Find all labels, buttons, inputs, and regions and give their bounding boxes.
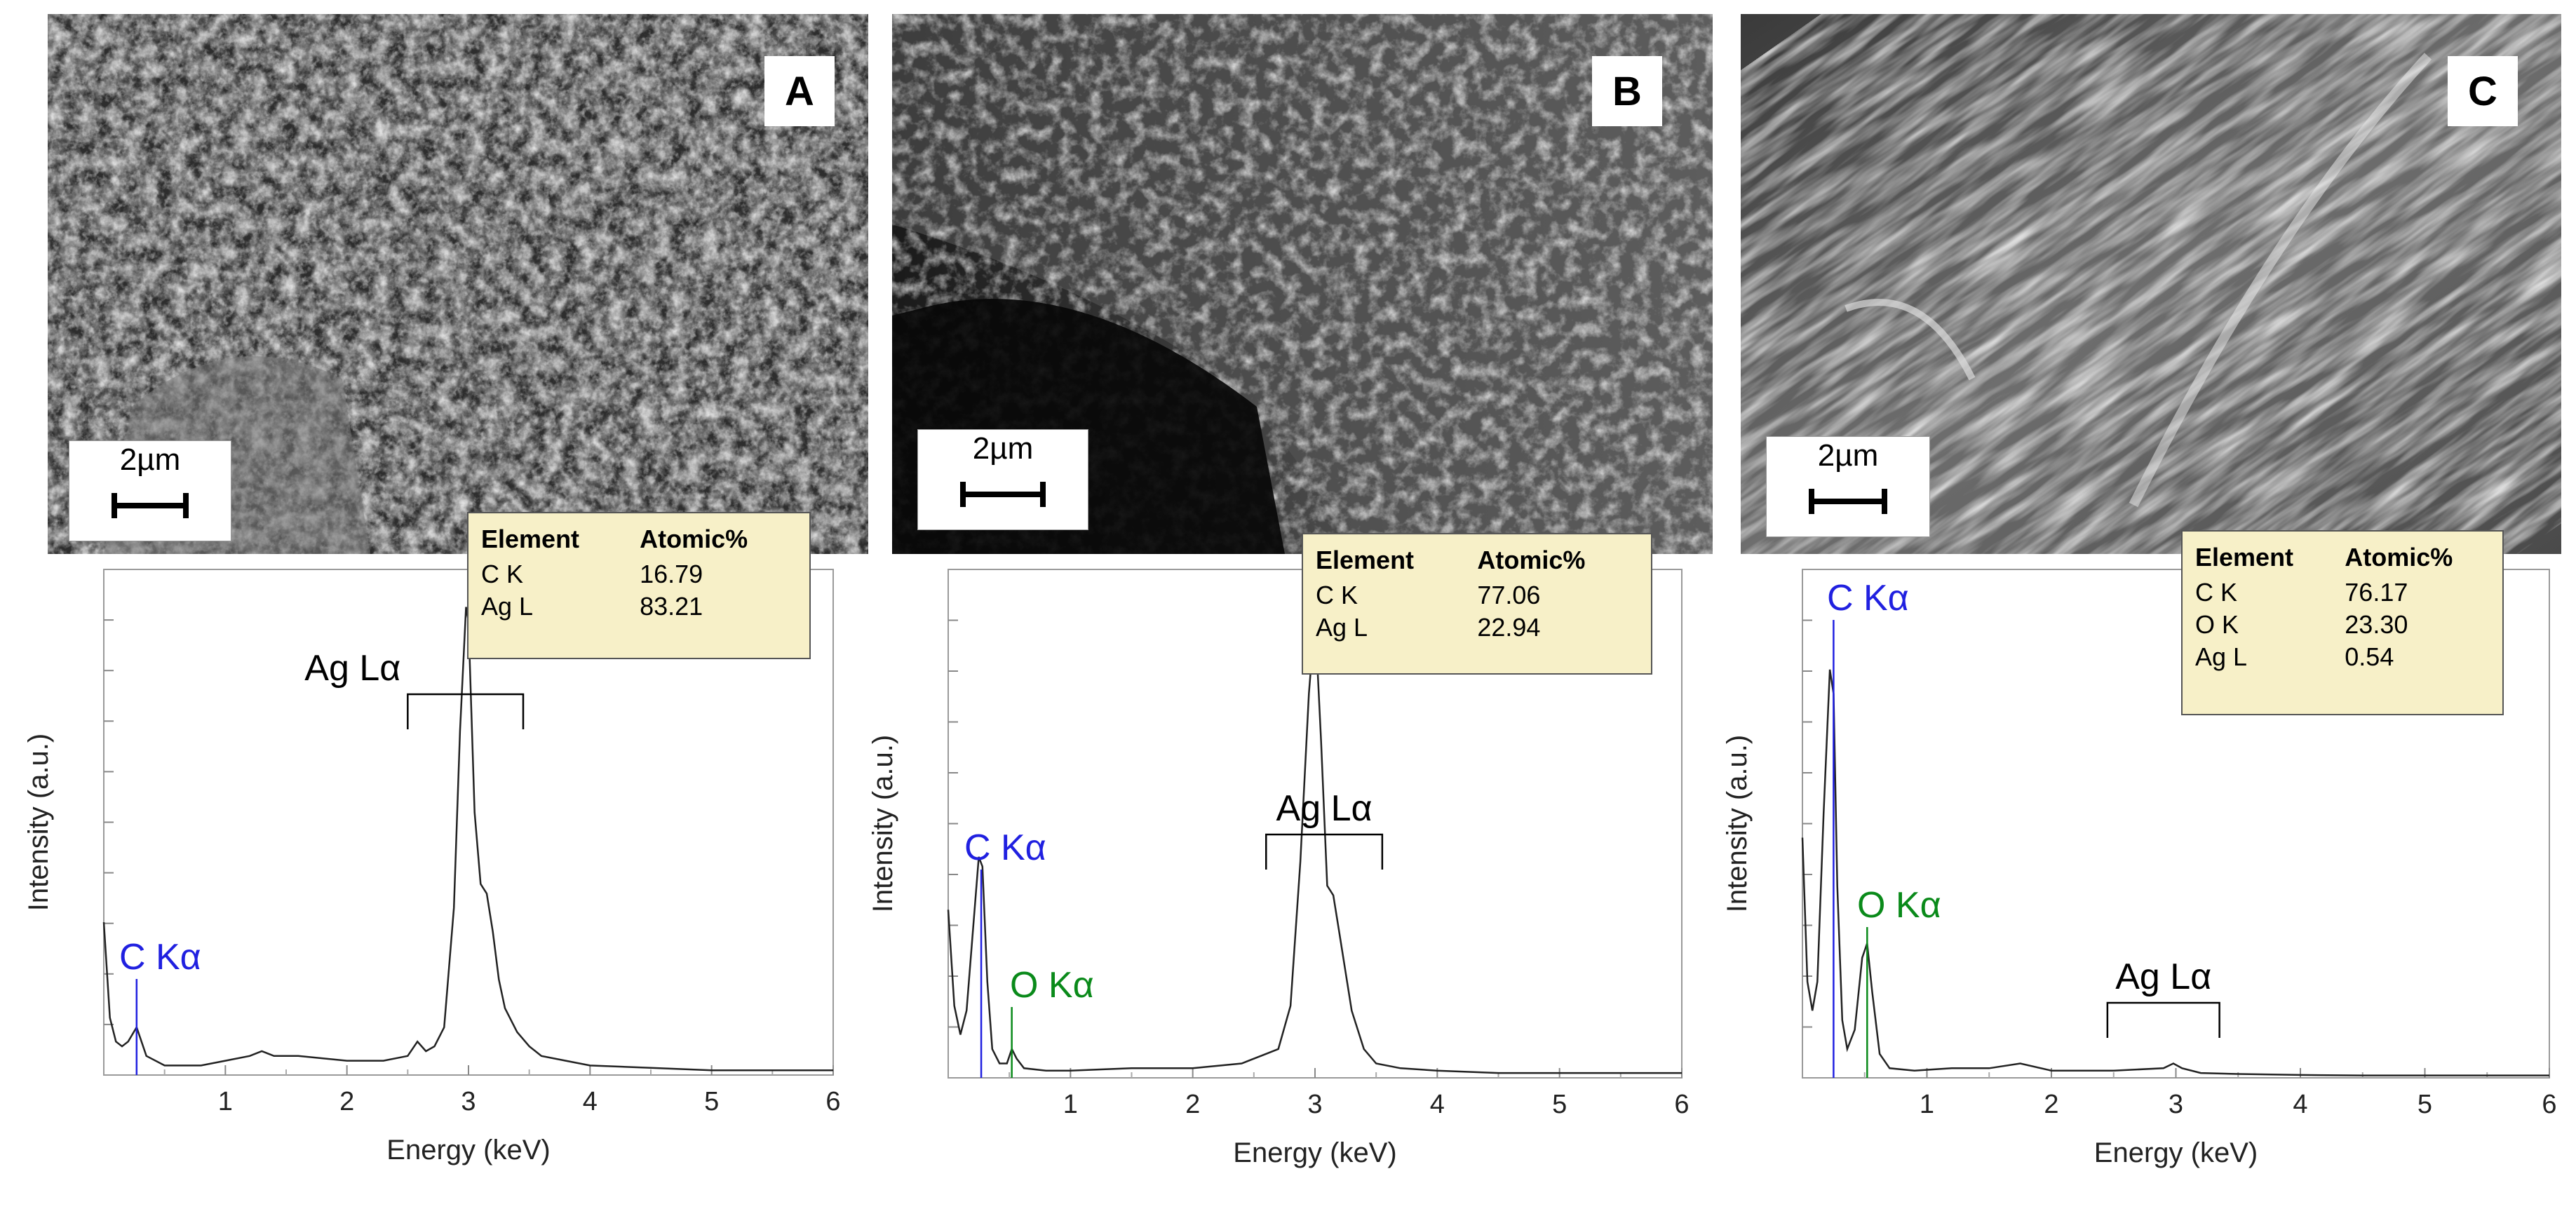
panel-letter-b: B bbox=[1592, 56, 1662, 126]
spectrum-line bbox=[1801, 669, 2549, 1076]
scale-bar-line-c bbox=[1809, 489, 1887, 514]
x-tick-label: 5 bbox=[2417, 1090, 2432, 1119]
element-name: Ag L bbox=[2195, 642, 2248, 671]
spectrum-line bbox=[102, 607, 833, 1072]
scale-bar-a: 2µm bbox=[69, 440, 231, 541]
peak-bracket bbox=[407, 693, 525, 729]
atomic-percent: 76.17 bbox=[2345, 578, 2408, 607]
x-tick-label: 3 bbox=[461, 1087, 476, 1116]
peak-label: O Kα bbox=[1857, 885, 1941, 926]
eds-spectrum-a: 1 2 3 4 5 6 Energy (keV) Intensity (a.u.) C Kα Ag… bbox=[0, 554, 863, 1219]
x-axis-title: Energy (keV) bbox=[1233, 1137, 1396, 1168]
peak-label: C Kα bbox=[1827, 578, 1909, 619]
table-row: O K 23.30 bbox=[2195, 609, 2490, 641]
composition-table-b: Element Atomic% C K 77.06 Ag L 22.94 bbox=[1302, 533, 1652, 675]
atomic-percent: 83.21 bbox=[640, 592, 703, 621]
y-axis-title: Intensity (a.u.) bbox=[23, 734, 54, 911]
eds-chart-b: 1 2 3 4 5 6 Energy (keV) Intensity (a.u.) C Kα O … bbox=[868, 569, 1690, 1168]
eds-spectrum-b: 1 2 3 4 5 6 Energy (keV) Intensity (a.u.) C Kα O … bbox=[863, 554, 1725, 1219]
table-header-atomic: Atomic% bbox=[1477, 546, 1586, 574]
table-header-atomic: Atomic% bbox=[2345, 543, 2453, 572]
table-row: Ag L 22.94 bbox=[1316, 612, 1638, 644]
scale-bar-label-a: 2µm bbox=[119, 442, 181, 477]
peak-label: Ag Lα bbox=[2115, 957, 2211, 997]
x-tick-label: 1 bbox=[1063, 1090, 1078, 1119]
composition-table-a: Element Atomic% C K 16.79 Ag L 83.21 bbox=[467, 512, 811, 659]
x-tick-label: 1 bbox=[1920, 1090, 1934, 1119]
panel-letter-c: C bbox=[2448, 56, 2518, 126]
element-name: C K bbox=[481, 560, 524, 588]
eds-chart-a: 1 2 3 4 5 6 Energy (keV) Intensity (a.u.) C Kα Ag… bbox=[23, 569, 841, 1165]
x-tick-label: 5 bbox=[1552, 1090, 1567, 1119]
x-tick-label: 2 bbox=[2044, 1090, 2058, 1119]
x-tick-label: 5 bbox=[704, 1087, 719, 1116]
peak-label: Ag Lα bbox=[1276, 788, 1373, 829]
x-tick-label: 6 bbox=[2542, 1090, 2556, 1119]
x-tick-label: 3 bbox=[2169, 1090, 2183, 1119]
y-axis-title: Intensity (a.u.) bbox=[868, 735, 898, 912]
table-row: C K 77.06 bbox=[1316, 579, 1638, 612]
atomic-percent: 0.54 bbox=[2345, 642, 2394, 671]
y-axis-title: Intensity (a.u.) bbox=[1722, 735, 1753, 912]
scale-bar-b: 2µm bbox=[917, 429, 1088, 530]
element-name: Ag L bbox=[481, 592, 534, 621]
x-axis-title: Energy (keV) bbox=[386, 1135, 550, 1165]
scale-bar-label-c: 2µm bbox=[1817, 438, 1879, 473]
element-name: O K bbox=[2195, 610, 2239, 639]
table-header-element: Element bbox=[2195, 543, 2294, 572]
x-tick-label: 2 bbox=[339, 1087, 354, 1116]
eds-spectrum-c: 1 2 3 4 5 6 Energy (keV) Intensity (a.u.) C Kα O … bbox=[1718, 554, 2576, 1219]
scale-bar-line-a bbox=[112, 493, 189, 518]
x-axis-title: Energy (keV) bbox=[2094, 1137, 2258, 1168]
atomic-percent: 77.06 bbox=[1477, 581, 1541, 609]
table-row: C K 76.17 bbox=[2195, 576, 2490, 609]
composition-table-c: Element Atomic% C K 76.17 O K 23.30 Ag L… bbox=[2181, 530, 2504, 715]
table-header-element: Element bbox=[481, 525, 580, 553]
peak-label: O Kα bbox=[1010, 965, 1094, 1006]
peak-bracket bbox=[2106, 1001, 2220, 1038]
table-row: Ag L 0.54 bbox=[2195, 641, 2490, 673]
element-name: Ag L bbox=[1316, 613, 1368, 642]
peak-label: Ag Lα bbox=[304, 648, 400, 689]
element-name: C K bbox=[1316, 581, 1358, 609]
x-tick-label: 6 bbox=[1674, 1090, 1689, 1119]
table-row: C K 16.79 bbox=[481, 558, 797, 590]
scale-bar-line-b bbox=[960, 482, 1046, 507]
peak-label: C Kα bbox=[119, 937, 201, 978]
atomic-percent: 22.94 bbox=[1477, 613, 1541, 642]
atomic-percent: 23.30 bbox=[2345, 610, 2408, 639]
x-tick-label: 3 bbox=[1307, 1090, 1322, 1119]
panel-letter-a: A bbox=[764, 56, 835, 126]
sem-texture-b bbox=[892, 14, 1713, 554]
x-tick-label: 1 bbox=[218, 1087, 233, 1116]
x-tick-label: 4 bbox=[583, 1087, 598, 1116]
sem-image-b bbox=[892, 14, 1713, 554]
element-name: C K bbox=[2195, 578, 2238, 607]
scale-bar-c: 2µm bbox=[1766, 436, 1930, 537]
x-tick-label: 4 bbox=[2293, 1090, 2307, 1119]
x-tick-label: 6 bbox=[825, 1087, 840, 1116]
eds-chart-c: 1 2 3 4 5 6 Energy (keV) Intensity (a.u.) C Kα O … bbox=[1722, 569, 2557, 1168]
x-tick-label: 4 bbox=[1430, 1090, 1445, 1119]
spectrum-line bbox=[947, 616, 1682, 1074]
scale-bar-label-b: 2µm bbox=[972, 431, 1034, 466]
x-tick-label: 2 bbox=[1185, 1090, 1200, 1119]
atomic-percent: 16.79 bbox=[640, 560, 703, 588]
table-row: Ag L 83.21 bbox=[481, 590, 797, 623]
table-header-atomic: Atomic% bbox=[640, 525, 748, 553]
table-header-element: Element bbox=[1316, 546, 1415, 574]
peak-bracket bbox=[1265, 833, 1384, 870]
peak-label: C Kα bbox=[964, 827, 1046, 868]
